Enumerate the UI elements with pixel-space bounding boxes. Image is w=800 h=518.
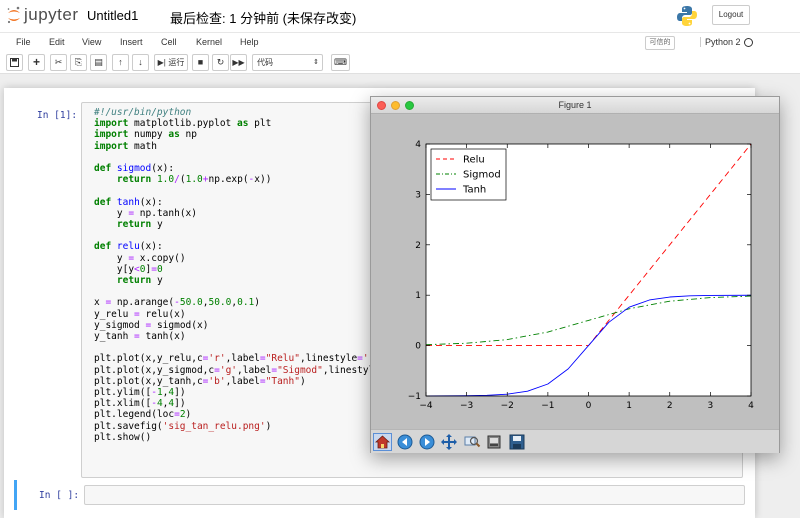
- jupyter-logo[interactable]: jupyter: [6, 5, 79, 25]
- figure-window[interactable]: Figure 1 −4 −3 −2 −1 0 1 2 3 4 −1 0 1 2 3 4 Relu Sigmod T…: [370, 96, 780, 453]
- x-tick-label: 3: [708, 401, 714, 411]
- restart-button[interactable]: ↻: [212, 54, 229, 71]
- paste-button[interactable]: ▤: [90, 54, 107, 71]
- checkpoint-status: 最后检查: 1 分钟前 (未保存改变): [170, 11, 357, 26]
- paste-icon: ▤: [94, 57, 103, 67]
- activation-chart: −4 −3 −2 −1 0 1 2 3 4 −1 0 1 2 3 4 Relu Sigmod Tanh: [408, 140, 754, 411]
- configure-icon: [487, 435, 501, 449]
- step-forward-icon: ▶|: [157, 58, 166, 67]
- menu-kernel[interactable]: Kernel: [196, 37, 223, 47]
- restart-icon: ↻: [216, 57, 225, 67]
- run-button[interactable]: ▶| 运行: [154, 54, 188, 71]
- y-tick-label: 0: [415, 342, 421, 352]
- zoom-icon: [464, 436, 481, 448]
- restart-run-all-button[interactable]: ▶▶: [230, 54, 247, 71]
- code-cell-selected[interactable]: In [ ]:: [14, 480, 745, 510]
- cell-type-select[interactable]: 代码 ⇕: [252, 54, 323, 71]
- x-tick-label: 1: [626, 401, 632, 411]
- x-tick-label: −3: [460, 401, 473, 411]
- series-line-sigmod: [425, 295, 752, 346]
- plus-icon: +: [32, 55, 40, 69]
- menu-edit[interactable]: Edit: [49, 37, 65, 47]
- trusted-indicator[interactable]: 可信的: [645, 36, 675, 50]
- header: jupyter Untitled1 最后检查: 1 分钟前 (未保存改变) Lo…: [0, 0, 800, 32]
- cut-button[interactable]: ✂: [50, 54, 67, 71]
- save-figure-button[interactable]: [508, 433, 527, 451]
- close-window-icon[interactable]: [377, 101, 386, 110]
- forward-icon: [419, 434, 435, 450]
- menu-file[interactable]: File: [16, 37, 31, 47]
- forward-button[interactable]: [418, 433, 437, 451]
- kernel-status-icon: [744, 38, 753, 47]
- home-button[interactable]: [373, 433, 392, 451]
- insert-cell-button[interactable]: +: [28, 54, 45, 71]
- legend-label-tanh: Tanh: [462, 185, 486, 196]
- menubar: File Edit View Insert Cell Kernel Help 可…: [0, 32, 800, 52]
- fast-forward-icon: ▶▶: [232, 58, 245, 67]
- y-tick-label: 2: [415, 241, 421, 251]
- copy-button[interactable]: ⎘: [70, 54, 87, 71]
- pan-button[interactable]: [440, 433, 459, 451]
- legend-label-sigmod: Sigmod: [463, 170, 501, 181]
- stop-icon: ■: [197, 57, 204, 67]
- save-icon: [509, 434, 525, 450]
- y-tick-label: 4: [415, 140, 421, 150]
- arrow-down-icon: ↓: [138, 57, 143, 67]
- figure-canvas[interactable]: −4 −3 −2 −1 0 1 2 3 4 −1 0 1 2 3 4 Relu Sigmod Tanh: [371, 115, 779, 429]
- code-editor[interactable]: #!/usr/bin/python import matplotlib.pypl…: [94, 107, 392, 443]
- move-down-button[interactable]: ↓: [132, 54, 149, 71]
- x-tick-label: −1: [541, 401, 554, 411]
- back-button[interactable]: [396, 433, 415, 451]
- y-tick-label: −1: [408, 392, 421, 402]
- command-palette-button[interactable]: ⌨: [331, 54, 350, 71]
- home-icon: [374, 435, 391, 449]
- menu-view[interactable]: View: [82, 37, 102, 47]
- scissors-icon: ✂: [54, 57, 63, 67]
- back-icon: [397, 434, 413, 450]
- interrupt-button[interactable]: ■: [192, 54, 209, 71]
- x-tick-label: −4: [419, 401, 433, 411]
- pan-icon: [441, 434, 457, 450]
- series-line-tanh: [425, 294, 752, 397]
- keyboard-icon: ⌨: [334, 57, 347, 67]
- x-tick-label: 2: [667, 401, 673, 411]
- x-tick-label: 0: [586, 401, 592, 411]
- zoom-button[interactable]: [463, 433, 482, 451]
- toolbar: + ✂ ⎘ ▤ ↑ ↓ ▶| 运行 ■ ↻ ▶▶ 代码 ⇕ ⌨: [0, 52, 800, 74]
- maximize-window-icon[interactable]: [405, 101, 414, 110]
- y-tick-label: 1: [415, 291, 421, 301]
- logo-text: jupyter: [24, 5, 79, 24]
- python-logo-icon: [677, 6, 697, 26]
- figure-titlebar[interactable]: Figure 1: [371, 97, 779, 114]
- menu-help[interactable]: Help: [240, 37, 259, 47]
- jupyter-logo-icon: [7, 6, 20, 24]
- save-button[interactable]: [6, 54, 23, 71]
- input-prompt: In [ ]:: [39, 490, 80, 501]
- legend-box: [430, 148, 507, 201]
- cell-type-value: 代码: [257, 58, 273, 67]
- menu-insert[interactable]: Insert: [120, 37, 143, 47]
- configure-subplots-button[interactable]: [485, 433, 504, 451]
- save-icon: [10, 58, 19, 67]
- logout-button[interactable]: Logout: [712, 5, 750, 25]
- notebook-title[interactable]: Untitled1: [87, 8, 139, 23]
- input-prompt: In [1]:: [37, 110, 78, 121]
- minimize-window-icon[interactable]: [391, 101, 400, 110]
- x-tick-label: −2: [501, 401, 514, 411]
- cell-input-area[interactable]: [84, 485, 745, 505]
- figure-title: Figure 1: [558, 100, 592, 110]
- menu-cell[interactable]: Cell: [161, 37, 177, 47]
- run-label: 运行: [168, 58, 185, 67]
- x-tick-label: 4: [748, 401, 754, 411]
- select-arrows-icon: ⇕: [313, 59, 319, 66]
- move-up-button[interactable]: ↑: [112, 54, 129, 71]
- kernel-indicator: Python 2: [700, 37, 741, 47]
- legend-label-relu: Relu: [463, 155, 485, 166]
- figure-toolbar: [371, 429, 779, 453]
- copy-icon: ⎘: [74, 57, 83, 67]
- y-tick-label: 3: [415, 190, 421, 200]
- arrow-up-icon: ↑: [118, 57, 123, 67]
